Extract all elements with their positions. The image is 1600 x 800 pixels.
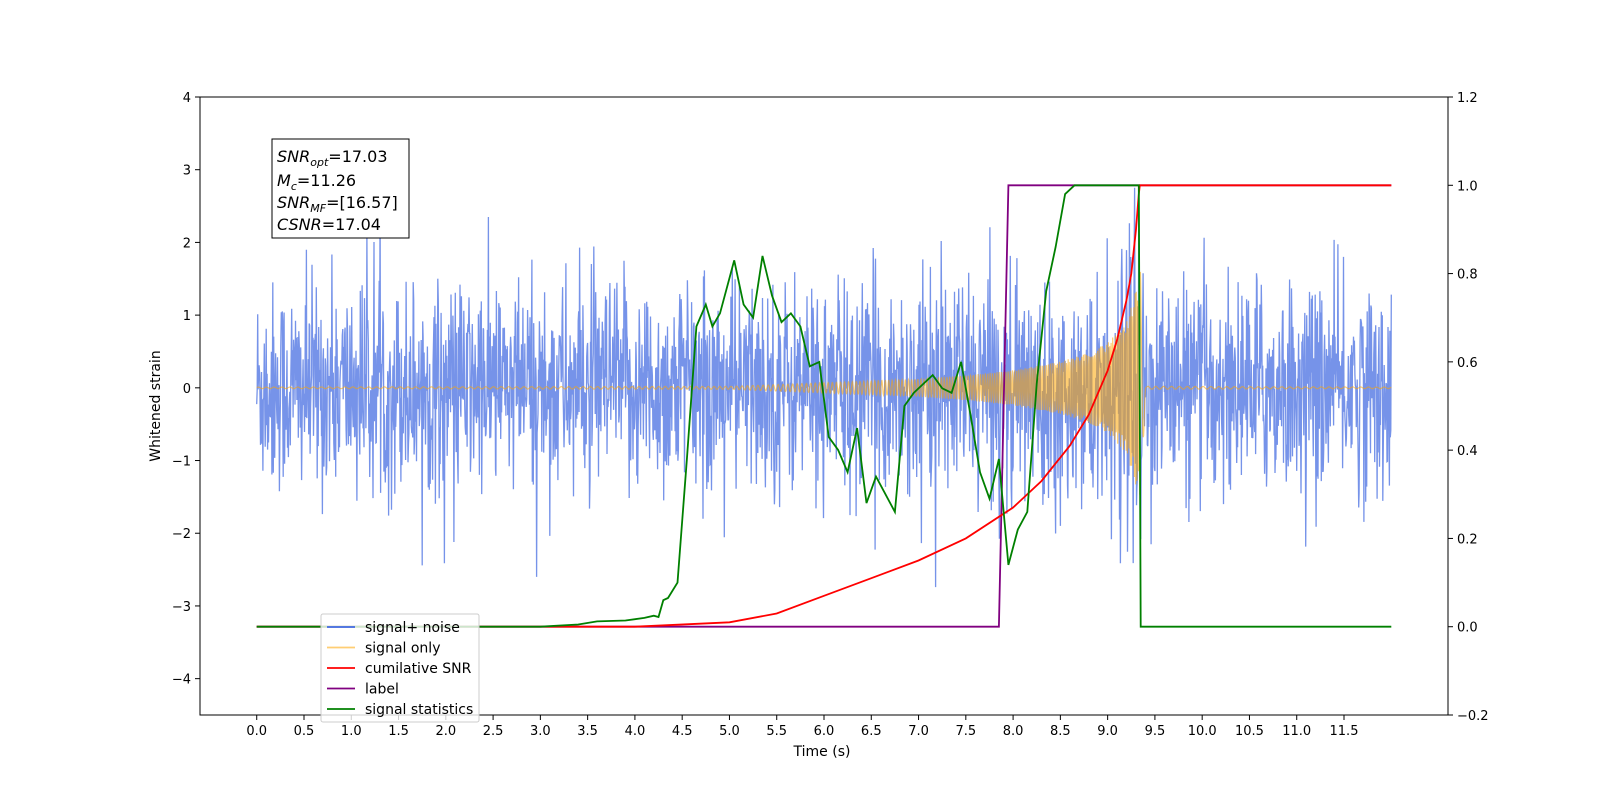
- x-tick-label: 1.0: [341, 724, 362, 739]
- y2-tick-label: 1.0: [1457, 179, 1478, 194]
- annotation-snr-mf: SNRMF=[16.57]: [277, 193, 398, 215]
- y-tick-label: 3: [183, 164, 191, 179]
- x-tick-label: 6.5: [861, 724, 882, 739]
- x-tick-label: 9.0: [1097, 724, 1118, 739]
- y-tick-label: −4: [172, 673, 191, 688]
- y-tick-label: 4: [183, 91, 191, 106]
- y-tick-label: 1: [183, 309, 191, 324]
- x-tick-label: 10.0: [1188, 724, 1217, 739]
- y2-tick-label: 0.0: [1457, 621, 1478, 636]
- y-tick-label: −3: [172, 600, 191, 615]
- plot-area: [256, 184, 1392, 628]
- x-tick-label: 4.0: [625, 724, 646, 739]
- x-tick-label: 4.5: [672, 724, 693, 739]
- x-tick-label: 8.0: [1003, 724, 1024, 739]
- y2-tick-label: 1.2: [1457, 91, 1478, 106]
- x-tick-label: 3.5: [577, 724, 598, 739]
- x-tick-label: 10.5: [1235, 724, 1264, 739]
- annotation-frame: [271, 138, 410, 239]
- x-tick-label: 6.0: [814, 724, 835, 739]
- series-signal-statistics: [256, 184, 1392, 628]
- legend-label: signal+ noise: [365, 620, 460, 636]
- x-tick-label: 7.5: [955, 724, 976, 739]
- x-axis-label: Time (s): [793, 744, 851, 760]
- legend-label: signal statistics: [365, 702, 473, 718]
- x-tick-label: 0.0: [246, 724, 267, 739]
- legend: signal+ noise signal only cumilative SNR la…: [320, 613, 480, 723]
- y2-tick-label: 0.4: [1457, 444, 1478, 459]
- legend-label: label: [365, 682, 399, 698]
- x-tick-label: 2.0: [435, 724, 456, 739]
- y-tick-label: −1: [172, 455, 191, 470]
- x-axis: 0.0 0.5 1.0 1.5 2.0 2.5 3.0 3.5 4.0 4.5 5.0 5.5 6.0 6…: [246, 715, 1358, 739]
- x-tick-label: 2.5: [483, 724, 504, 739]
- x-tick-label: 11.0: [1282, 724, 1311, 739]
- annotation-csnr: CSNR=17.04: [277, 215, 381, 234]
- annotation-box: SNRopt=17.03 Mc=11.26 SNRMF=[16.57] CSNR…: [271, 138, 410, 239]
- series-cumulative-snr: [256, 184, 1392, 628]
- legend-label: signal only: [365, 641, 440, 657]
- series-signal-only: [256, 271, 1392, 495]
- x-tick-label: 5.5: [766, 724, 787, 739]
- x-tick-label: 8.5: [1050, 724, 1071, 739]
- x-tick-label: 7.0: [908, 724, 929, 739]
- y2-tick-label: −0.2: [1457, 709, 1489, 724]
- legend-frame: [320, 613, 480, 723]
- y-tick-label: 0: [183, 382, 191, 397]
- annotation-mc: Mc=11.26: [277, 171, 356, 193]
- legend-label: cumilative SNR: [365, 661, 472, 677]
- y-tick-label: 2: [183, 236, 191, 251]
- y2-tick-label: 0.8: [1457, 268, 1478, 283]
- annotation-snr-opt: SNRopt=17.03: [277, 147, 388, 169]
- y2-tick-label: 0.6: [1457, 356, 1478, 371]
- y2-tick-label: 0.2: [1457, 532, 1478, 547]
- x-tick-label: 1.5: [388, 724, 409, 739]
- x-tick-label: 11.5: [1330, 724, 1359, 739]
- y-tick-label: −2: [172, 527, 191, 542]
- y-axis-label: Whitened strain: [148, 350, 164, 461]
- y-axis-right: 1.2 1.0 0.8 0.6 0.4 0.2 0.0 −0.2: [1448, 91, 1489, 724]
- y-axis-left: 4 3 2 1 0 −1 −2 −3 −4: [172, 91, 200, 688]
- x-tick-label: 5.0: [719, 724, 740, 739]
- x-tick-label: 0.5: [294, 724, 315, 739]
- x-tick-label: 9.5: [1145, 724, 1166, 739]
- x-tick-label: 3.0: [530, 724, 551, 739]
